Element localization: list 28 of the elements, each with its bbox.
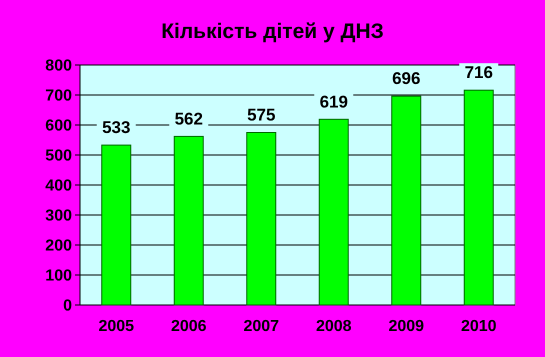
y-tick-label: 400 bbox=[45, 178, 72, 195]
data-label: 696 bbox=[392, 69, 420, 88]
y-tick-label: 100 bbox=[45, 268, 72, 285]
bar bbox=[464, 90, 494, 306]
y-tick-label: 0 bbox=[63, 298, 72, 315]
data-label: 619 bbox=[320, 92, 348, 112]
bar bbox=[391, 96, 422, 306]
data-label: 575 bbox=[247, 106, 276, 124]
data-label: 716 bbox=[464, 63, 493, 82]
y-tick-label: 700 bbox=[45, 88, 72, 105]
x-tick-label: 2008 bbox=[316, 318, 352, 335]
data-label: 562 bbox=[174, 109, 203, 128]
y-tick-label: 200 bbox=[45, 238, 72, 255]
chart-title: Кількість дітей у ДНЗ bbox=[161, 20, 384, 43]
bar bbox=[246, 132, 276, 306]
bar bbox=[174, 136, 204, 306]
bar bbox=[318, 118, 349, 306]
y-tick-label: 600 bbox=[45, 118, 72, 135]
y-tick-label: 800 bbox=[45, 58, 72, 75]
data-label: 533 bbox=[102, 118, 130, 138]
x-tick-label: 2006 bbox=[170, 318, 207, 335]
x-tick-label: 2005 bbox=[98, 318, 134, 335]
x-tick-label: 2007 bbox=[243, 318, 280, 335]
y-tick-label: 500 bbox=[45, 148, 72, 165]
x-tick-label: 2009 bbox=[388, 318, 424, 335]
x-tick-label: 2010 bbox=[460, 318, 497, 335]
bar bbox=[101, 144, 132, 306]
y-tick-label: 300 bbox=[45, 208, 72, 225]
